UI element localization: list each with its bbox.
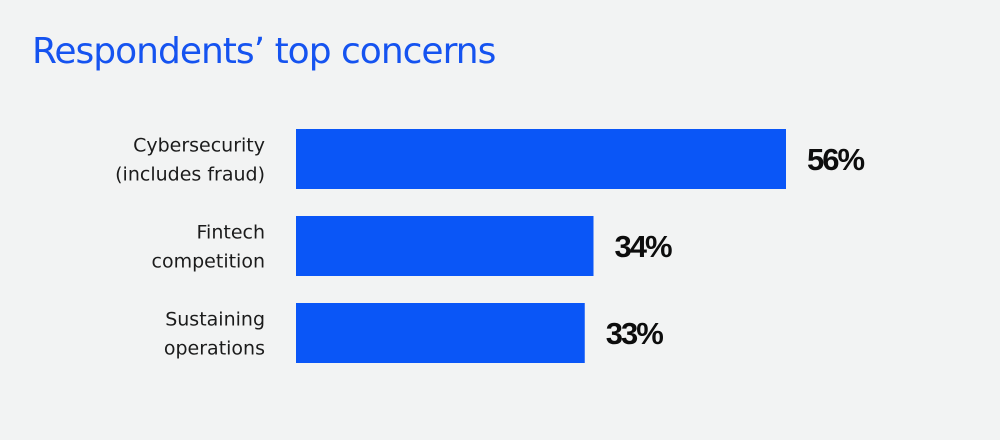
category-label-3: Sustaining operations xyxy=(164,309,265,360)
bar-3 xyxy=(296,303,585,363)
value-label-2: 34% xyxy=(615,229,672,264)
bar-2 xyxy=(296,216,594,276)
category-label-2: Fintech competition xyxy=(152,222,265,273)
chart-title: Respondents’ top concerns xyxy=(32,31,496,72)
value-label-3: 33% xyxy=(606,316,663,351)
bar-1 xyxy=(296,129,786,189)
category-label-1: Cybersecurity (includes fraud) xyxy=(115,135,265,186)
value-label-1: 56% xyxy=(807,142,864,177)
